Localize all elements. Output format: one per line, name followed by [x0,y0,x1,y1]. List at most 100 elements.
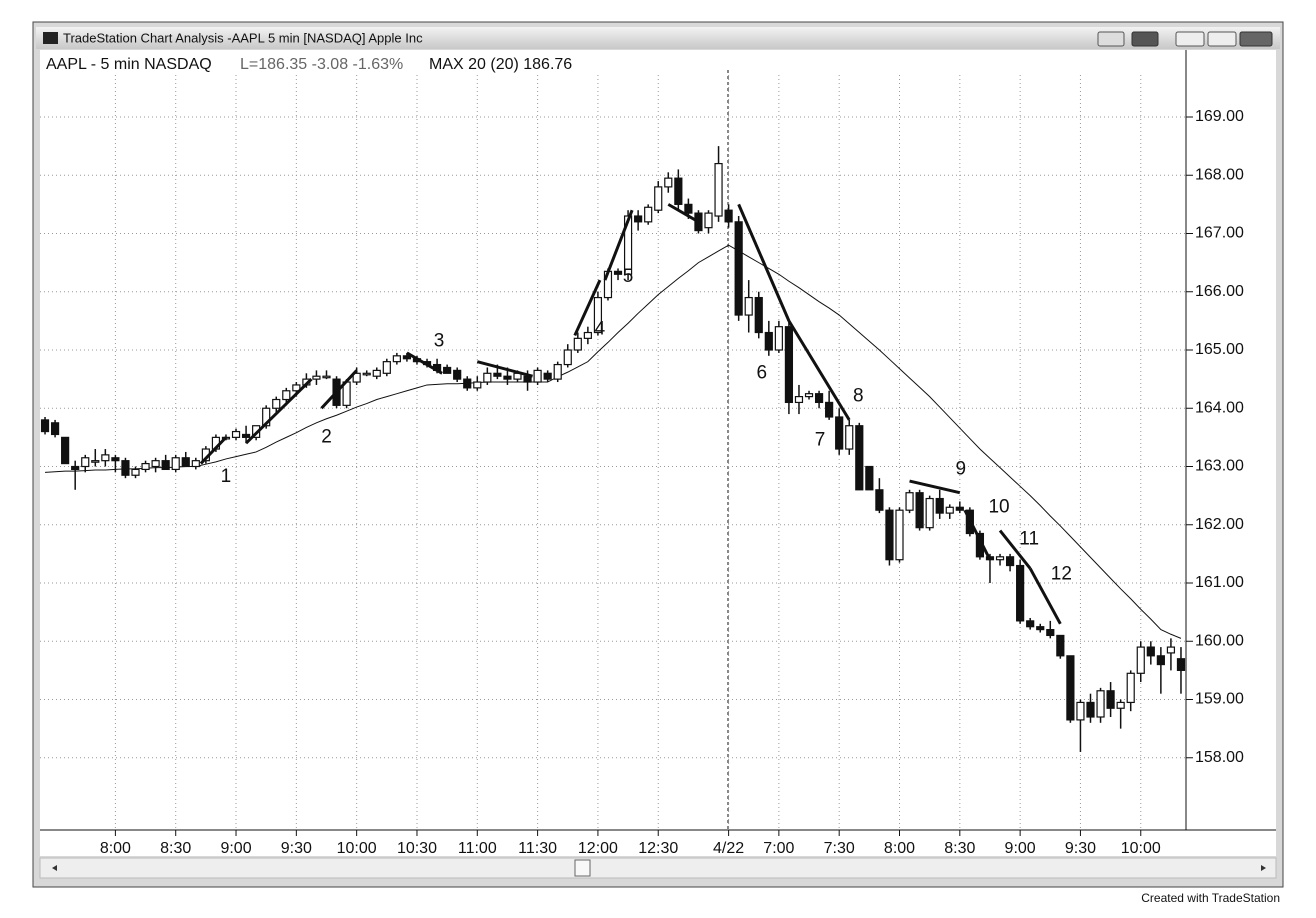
candle-body [1146,646,1155,657]
y-tick-label: 160.00 [1195,632,1244,649]
y-tick-label: 166.00 [1195,283,1244,300]
trendline [245,378,313,445]
candle-body [241,433,251,438]
x-tick-label: 10:00 [1121,840,1161,857]
annotation: 12 [1051,563,1072,584]
candle-body [674,177,683,205]
x-tick-label: 8:30 [160,840,191,857]
candle-body [623,215,633,275]
y-tick-label: 163.00 [1195,458,1244,475]
candle-body [925,497,934,529]
trendline [667,203,700,224]
x-tick-label: 11:30 [518,840,557,857]
candle-body [463,378,472,389]
x-tick-label: 10:30 [397,840,437,857]
candle-body [784,326,794,404]
candle-body [714,162,723,217]
candle-body [794,396,804,404]
annotation: 3 [434,330,445,351]
candle-body [704,212,713,229]
candle-body [875,489,884,511]
x-tick-label: 4/22 [713,840,744,857]
trendline [909,479,961,495]
scroll-left[interactable] [52,865,57,871]
x-tick-label: 8:00 [100,840,131,857]
trendline [603,209,634,281]
candle-body [1046,629,1055,637]
scroll-thumb[interactable] [574,859,591,877]
trendline [998,529,1032,570]
candle-body [1026,620,1035,628]
candle-body [533,369,542,383]
style-button[interactable] [1097,31,1125,47]
x-tick-label: 11:00 [458,840,497,857]
candle-body [1116,701,1125,709]
candle-body [1056,634,1065,657]
annotation: 6 [756,362,767,383]
annotation: 4 [595,319,606,340]
x-tick-label: 9:30 [281,840,312,857]
x-tick-label: 8:00 [884,840,915,857]
candle-body [734,221,743,316]
annotation: 1 [221,466,232,487]
candle-body [764,331,773,351]
candle-body [804,393,814,398]
annotation: 10 [988,496,1009,517]
candle-body [1106,690,1115,709]
candle-body [995,556,1005,561]
candle-body [905,492,914,511]
candle-body [644,206,653,223]
candle-body [553,363,562,380]
candle-body [935,497,944,514]
candle-body [402,355,412,360]
candle-body [121,460,130,476]
candle-body [754,296,763,334]
candle-body [955,506,964,511]
scrollbar[interactable] [39,857,1277,879]
candle-body [885,509,894,561]
insert-button[interactable] [1131,31,1159,47]
x-tick-label: 8:30 [944,840,975,857]
candle-body [282,390,291,401]
annotation: 8 [853,386,864,407]
candle-body [855,425,864,491]
minimize-button[interactable] [1175,31,1205,47]
indicator-label: MAX 20 (20) 186.76 [429,56,572,73]
candle-body [1096,690,1105,718]
annotation: 7 [815,429,826,450]
y-tick-label: 167.00 [1195,225,1244,242]
candle-body [1005,556,1015,567]
candle-body [593,296,603,334]
candle-body [664,177,673,188]
close-button[interactable] [1239,31,1273,47]
maximize-button[interactable] [1207,31,1237,47]
symbol-label: AAPL - 5 min NASDAQ [46,56,212,73]
trendline [963,509,992,561]
annotation: 2 [321,426,332,447]
candle-body [865,465,874,491]
candle-body [272,398,281,409]
candle-body [774,326,783,351]
candle-body [1176,658,1186,671]
candle-body [493,372,502,377]
candle-body [1036,626,1045,631]
y-tick-label: 158.00 [1195,749,1244,766]
scroll-right[interactable] [1261,865,1266,871]
candle-body [91,460,100,463]
candle-body [111,457,120,462]
x-tick-label: 12:30 [638,840,678,857]
candle-body [684,203,693,214]
title-bar [36,27,1280,49]
window-title: TradeStation Chart Analysis -AAPL 5 min … [63,30,423,45]
candle-body [1156,655,1165,666]
candle-body [141,462,150,471]
annotation: 5 [623,266,634,287]
annotation: 9 [956,458,967,479]
candle-body [825,401,834,418]
candle-body [1166,646,1176,654]
x-tick-label: 9:00 [220,840,251,857]
trendline [573,279,602,337]
candle-body [61,436,70,465]
candle-body [945,506,954,514]
